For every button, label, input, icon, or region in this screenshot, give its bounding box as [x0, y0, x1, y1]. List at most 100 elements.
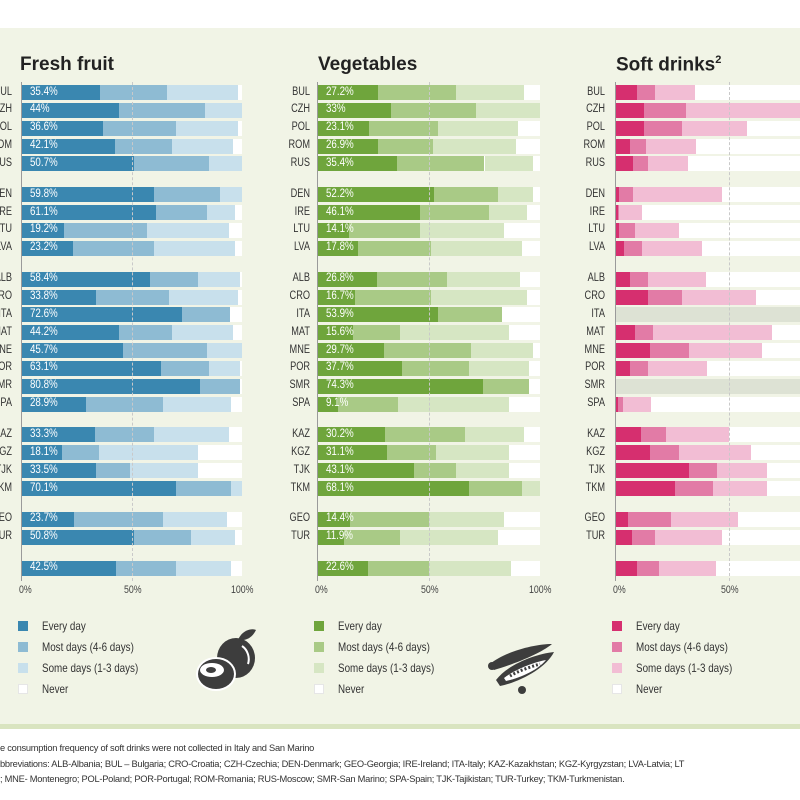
- bar-segment-some: [455, 85, 525, 100]
- legend-swatch: [18, 621, 28, 631]
- legend-item-most: Most days (4-6 days): [314, 640, 484, 654]
- country-label: RUS: [0, 156, 12, 169]
- country-label: LVA: [293, 241, 310, 254]
- bar-value-label: 68.1%: [326, 481, 354, 494]
- bar-segment-most: [156, 205, 207, 221]
- bar-segment-most: [640, 427, 666, 443]
- bar-value-label: 16.7%: [326, 290, 354, 302]
- bar-segment-some: [429, 560, 512, 576]
- country-label: MAT: [291, 325, 310, 338]
- bar-segment-most: [377, 138, 434, 154]
- country-label: LTU: [588, 223, 605, 236]
- bar-value-label: 15.6%: [326, 325, 354, 338]
- bar-segment-every: [22, 187, 154, 203]
- country-label: GEO: [584, 512, 605, 525]
- bar-value-label: 33.3%: [30, 427, 58, 440]
- bar-segment-most: [357, 240, 432, 256]
- bar-segment-most: [160, 360, 209, 376]
- bar-value-label: 28.9%: [30, 397, 58, 410]
- legend-swatch: [18, 684, 28, 694]
- country-label: KGZ: [586, 445, 605, 458]
- bar-segment-every: [22, 529, 134, 545]
- country-label: BUL: [292, 85, 310, 98]
- bar-segment-every: [22, 102, 119, 118]
- country-label: TKM: [290, 481, 310, 494]
- bar-segment-some: [678, 445, 751, 461]
- country-label: BUL: [0, 85, 12, 98]
- legend-label: Most days (4-6 days): [636, 640, 728, 654]
- bar-segment-most: [122, 343, 207, 359]
- bar-segment-some: [162, 511, 227, 527]
- bar-segment-most: [355, 289, 432, 305]
- bar-segment-most: [378, 85, 456, 100]
- bar-value-label: 50.7%: [30, 156, 58, 169]
- bar-segment-every: [616, 240, 624, 256]
- country-label: IRE: [589, 205, 605, 218]
- country-label: MAT: [0, 325, 12, 338]
- bar-value-label: 33.5%: [30, 463, 58, 476]
- bar-segment-every: [22, 271, 151, 287]
- bar-value-label: 26.8%: [326, 272, 354, 285]
- legend-label: Never: [338, 682, 365, 696]
- bar-segment-some: [642, 240, 702, 256]
- footnote-marker: 2: [715, 54, 722, 66]
- country-label: TJK: [0, 463, 12, 476]
- country-label: IRE: [294, 205, 310, 218]
- bar-segment-most: [629, 360, 649, 376]
- bar-value-label: 70.1%: [30, 481, 58, 494]
- gridline-50: [729, 82, 730, 581]
- bar-segment-every: [616, 325, 635, 341]
- bar-segment-most: [387, 445, 436, 461]
- country-label: TJK: [588, 463, 605, 476]
- bar-segment-every: [616, 445, 650, 461]
- legend-item-some: Some days (1-3 days): [18, 661, 188, 675]
- bar-segment-every: [22, 445, 62, 461]
- country-label: ROM: [583, 139, 605, 152]
- bar-segment-every: [22, 360, 161, 376]
- legend-label: Some days (1-3 days): [42, 661, 139, 675]
- bar-segment-most: [648, 289, 682, 305]
- legend-swatch: [612, 621, 622, 631]
- country-label: MNE: [584, 343, 605, 356]
- country-label: DEN: [585, 187, 605, 200]
- bar-segment-some: [99, 445, 198, 461]
- bar-segment-most: [99, 85, 168, 100]
- bar-segment-some: [198, 271, 240, 287]
- country-label: TKM: [0, 481, 12, 494]
- bar-value-label: 26.9%: [326, 139, 354, 152]
- bar-value-label: 14.4%: [326, 512, 354, 525]
- bar-segment-every: [616, 289, 649, 305]
- country-label: TUR: [586, 530, 605, 543]
- country-label: DEN: [290, 187, 310, 200]
- bar-segment-every: [318, 360, 402, 376]
- bar-segment-some: [475, 102, 540, 118]
- bar-segment-some: [171, 138, 234, 154]
- bar-segment-some: [655, 529, 722, 545]
- bar-segment-most: [674, 481, 713, 496]
- country-label: IRE: [0, 205, 12, 218]
- bar-value-label: 22.6%: [326, 561, 354, 574]
- bar-segment-some: [622, 396, 652, 412]
- bar-value-label: 30.2%: [326, 427, 354, 440]
- bar-segment-every: [318, 102, 392, 118]
- bar-segment-some: [176, 560, 231, 576]
- bar-segment-every: [22, 481, 177, 496]
- country-label: SPA: [0, 397, 12, 410]
- legend-swatch: [612, 642, 622, 652]
- country-label: POL: [291, 121, 310, 134]
- bar-segment-most: [369, 120, 438, 136]
- bar-segment-every: [616, 529, 632, 545]
- bar-segment-every: [616, 396, 619, 412]
- bar-segment-every: [22, 427, 96, 443]
- country-label: TJK: [293, 463, 310, 476]
- bar-value-label: 61.1%: [30, 205, 58, 218]
- axis-line: [316, 82, 318, 581]
- bar-value-label: 35.4%: [326, 156, 354, 169]
- bar-value-label: 23.7%: [30, 512, 58, 525]
- bar-segment-some: [619, 205, 642, 221]
- bar-segment-every: [318, 205, 421, 221]
- bar-segment-most: [634, 325, 654, 341]
- bar-segment-most: [649, 343, 690, 359]
- bar-segment-every: [616, 205, 619, 221]
- legend-swatch: [314, 663, 324, 673]
